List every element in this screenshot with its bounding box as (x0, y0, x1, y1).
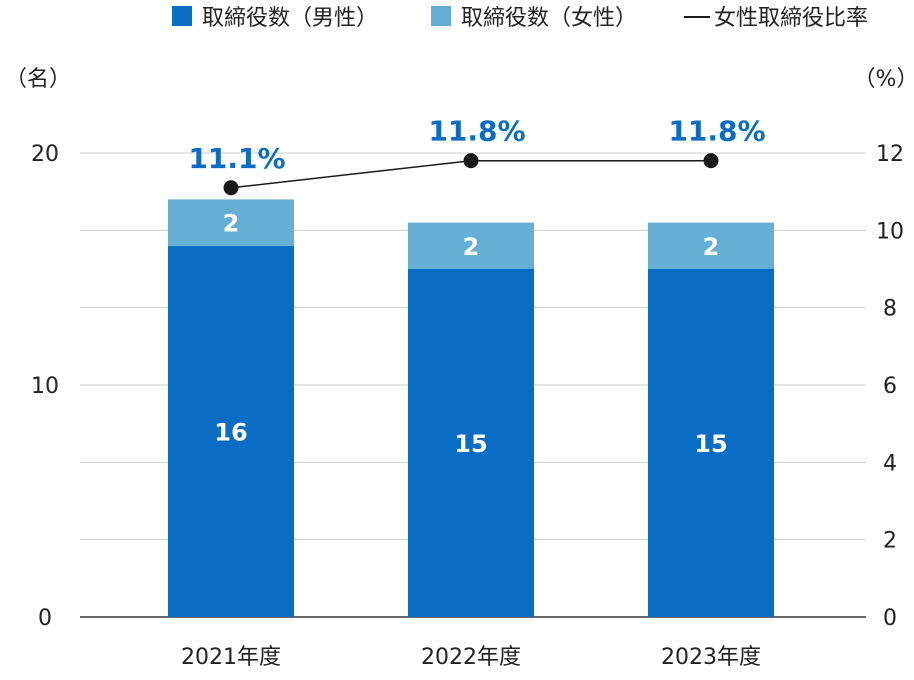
bar-1-0 (168, 199, 294, 246)
ratio-point-0 (223, 180, 239, 196)
bar-0-0 (168, 245, 294, 618)
legend-swatch-0 (172, 6, 192, 26)
category-label-1: 2022年度 (421, 645, 521, 670)
right-tick-1: 2 (883, 529, 897, 554)
bars: 16 2 15 2 15 2 (168, 199, 774, 618)
ratio-line: 11.1% 11.8% 11.8% (188, 115, 766, 196)
bar-0-1 (408, 269, 534, 617)
bar-1-2 (648, 222, 774, 269)
bar-value-label-1-2: 2 (703, 233, 720, 261)
bar-value-label-1-1: 2 (463, 233, 480, 261)
bar-1-1 (408, 222, 534, 269)
legend-swatch-1 (431, 6, 451, 26)
category-labels: 2021年度 2022年度 2023年度 (181, 645, 761, 670)
legend-label-0: 取締役数（男性） (202, 6, 378, 31)
ratio-label-2: 11.8% (668, 115, 765, 148)
category-label-0: 2021年度 (181, 645, 281, 670)
bar-0-2 (648, 269, 774, 617)
right-tick-5: 10 (876, 219, 904, 244)
left-tick-0: 0 (38, 606, 52, 631)
ratio-label-1: 11.8% (428, 115, 525, 148)
bar-value-label-0-0: 16 (214, 418, 247, 446)
right-tick-2: 4 (883, 451, 897, 476)
ratio-point-2 (703, 153, 719, 169)
bar-value-label-0-2: 15 (694, 430, 727, 458)
right-tick-3: 6 (883, 374, 897, 399)
ratio-label-0: 11.1% (188, 142, 285, 175)
left-tick-1: 10 (31, 374, 59, 399)
category-label-2: 2023年度 (661, 645, 761, 670)
right-tick-0: 0 (883, 606, 897, 631)
left-axis-unit: （名） (5, 67, 71, 92)
right-tick-4: 8 (883, 297, 897, 322)
right-axis-ticks: 0 2 4 6 8 10 12 (876, 142, 904, 631)
legend-label-1: 取締役数（女性） (461, 6, 637, 31)
right-tick-6: 12 (876, 142, 904, 167)
ratio-point-1 (463, 153, 479, 169)
right-axis-unit: （%） (854, 67, 914, 92)
axis-units: （名） （%） (5, 67, 914, 92)
bar-value-label-0-1: 15 (454, 430, 487, 458)
left-axis-ticks: 0 10 20 (31, 142, 59, 631)
legend: 取締役数（男性） 取締役数（女性） 女性取締役比率 (172, 6, 868, 31)
bar-value-label-1-0: 2 (223, 210, 240, 238)
legend-label-2: 女性取締役比率 (714, 6, 868, 31)
left-tick-2: 20 (31, 142, 59, 167)
